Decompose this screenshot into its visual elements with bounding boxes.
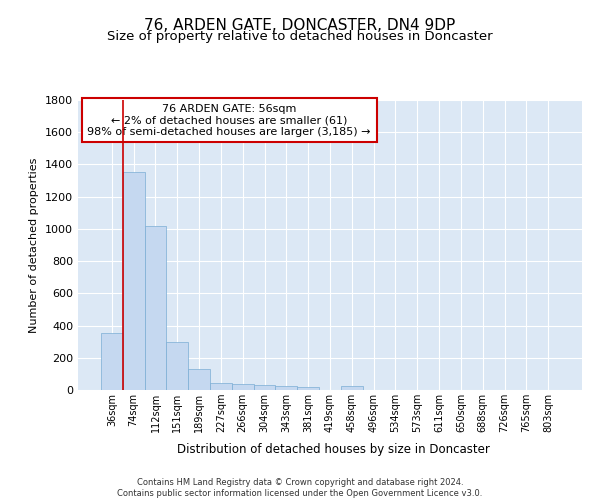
Bar [210,383,232,390]
Bar [275,386,297,390]
Bar [145,226,166,390]
Bar [297,387,319,390]
Bar [101,333,123,390]
Bar [188,369,210,390]
Bar [232,384,254,390]
Text: 76 ARDEN GATE: 56sqm
← 2% of detached houses are smaller (61)
98% of semi-detach: 76 ARDEN GATE: 56sqm ← 2% of detached ho… [88,104,371,137]
Y-axis label: Number of detached properties: Number of detached properties [29,158,40,332]
Text: Contains HM Land Registry data © Crown copyright and database right 2024.
Contai: Contains HM Land Registry data © Crown c… [118,478,482,498]
Bar [341,386,363,390]
Bar [123,172,145,390]
Text: Size of property relative to detached houses in Doncaster: Size of property relative to detached ho… [107,30,493,43]
Text: 76, ARDEN GATE, DONCASTER, DN4 9DP: 76, ARDEN GATE, DONCASTER, DN4 9DP [145,18,455,32]
Text: Distribution of detached houses by size in Doncaster: Distribution of detached houses by size … [176,442,490,456]
Bar [166,342,188,390]
Bar [254,385,275,390]
